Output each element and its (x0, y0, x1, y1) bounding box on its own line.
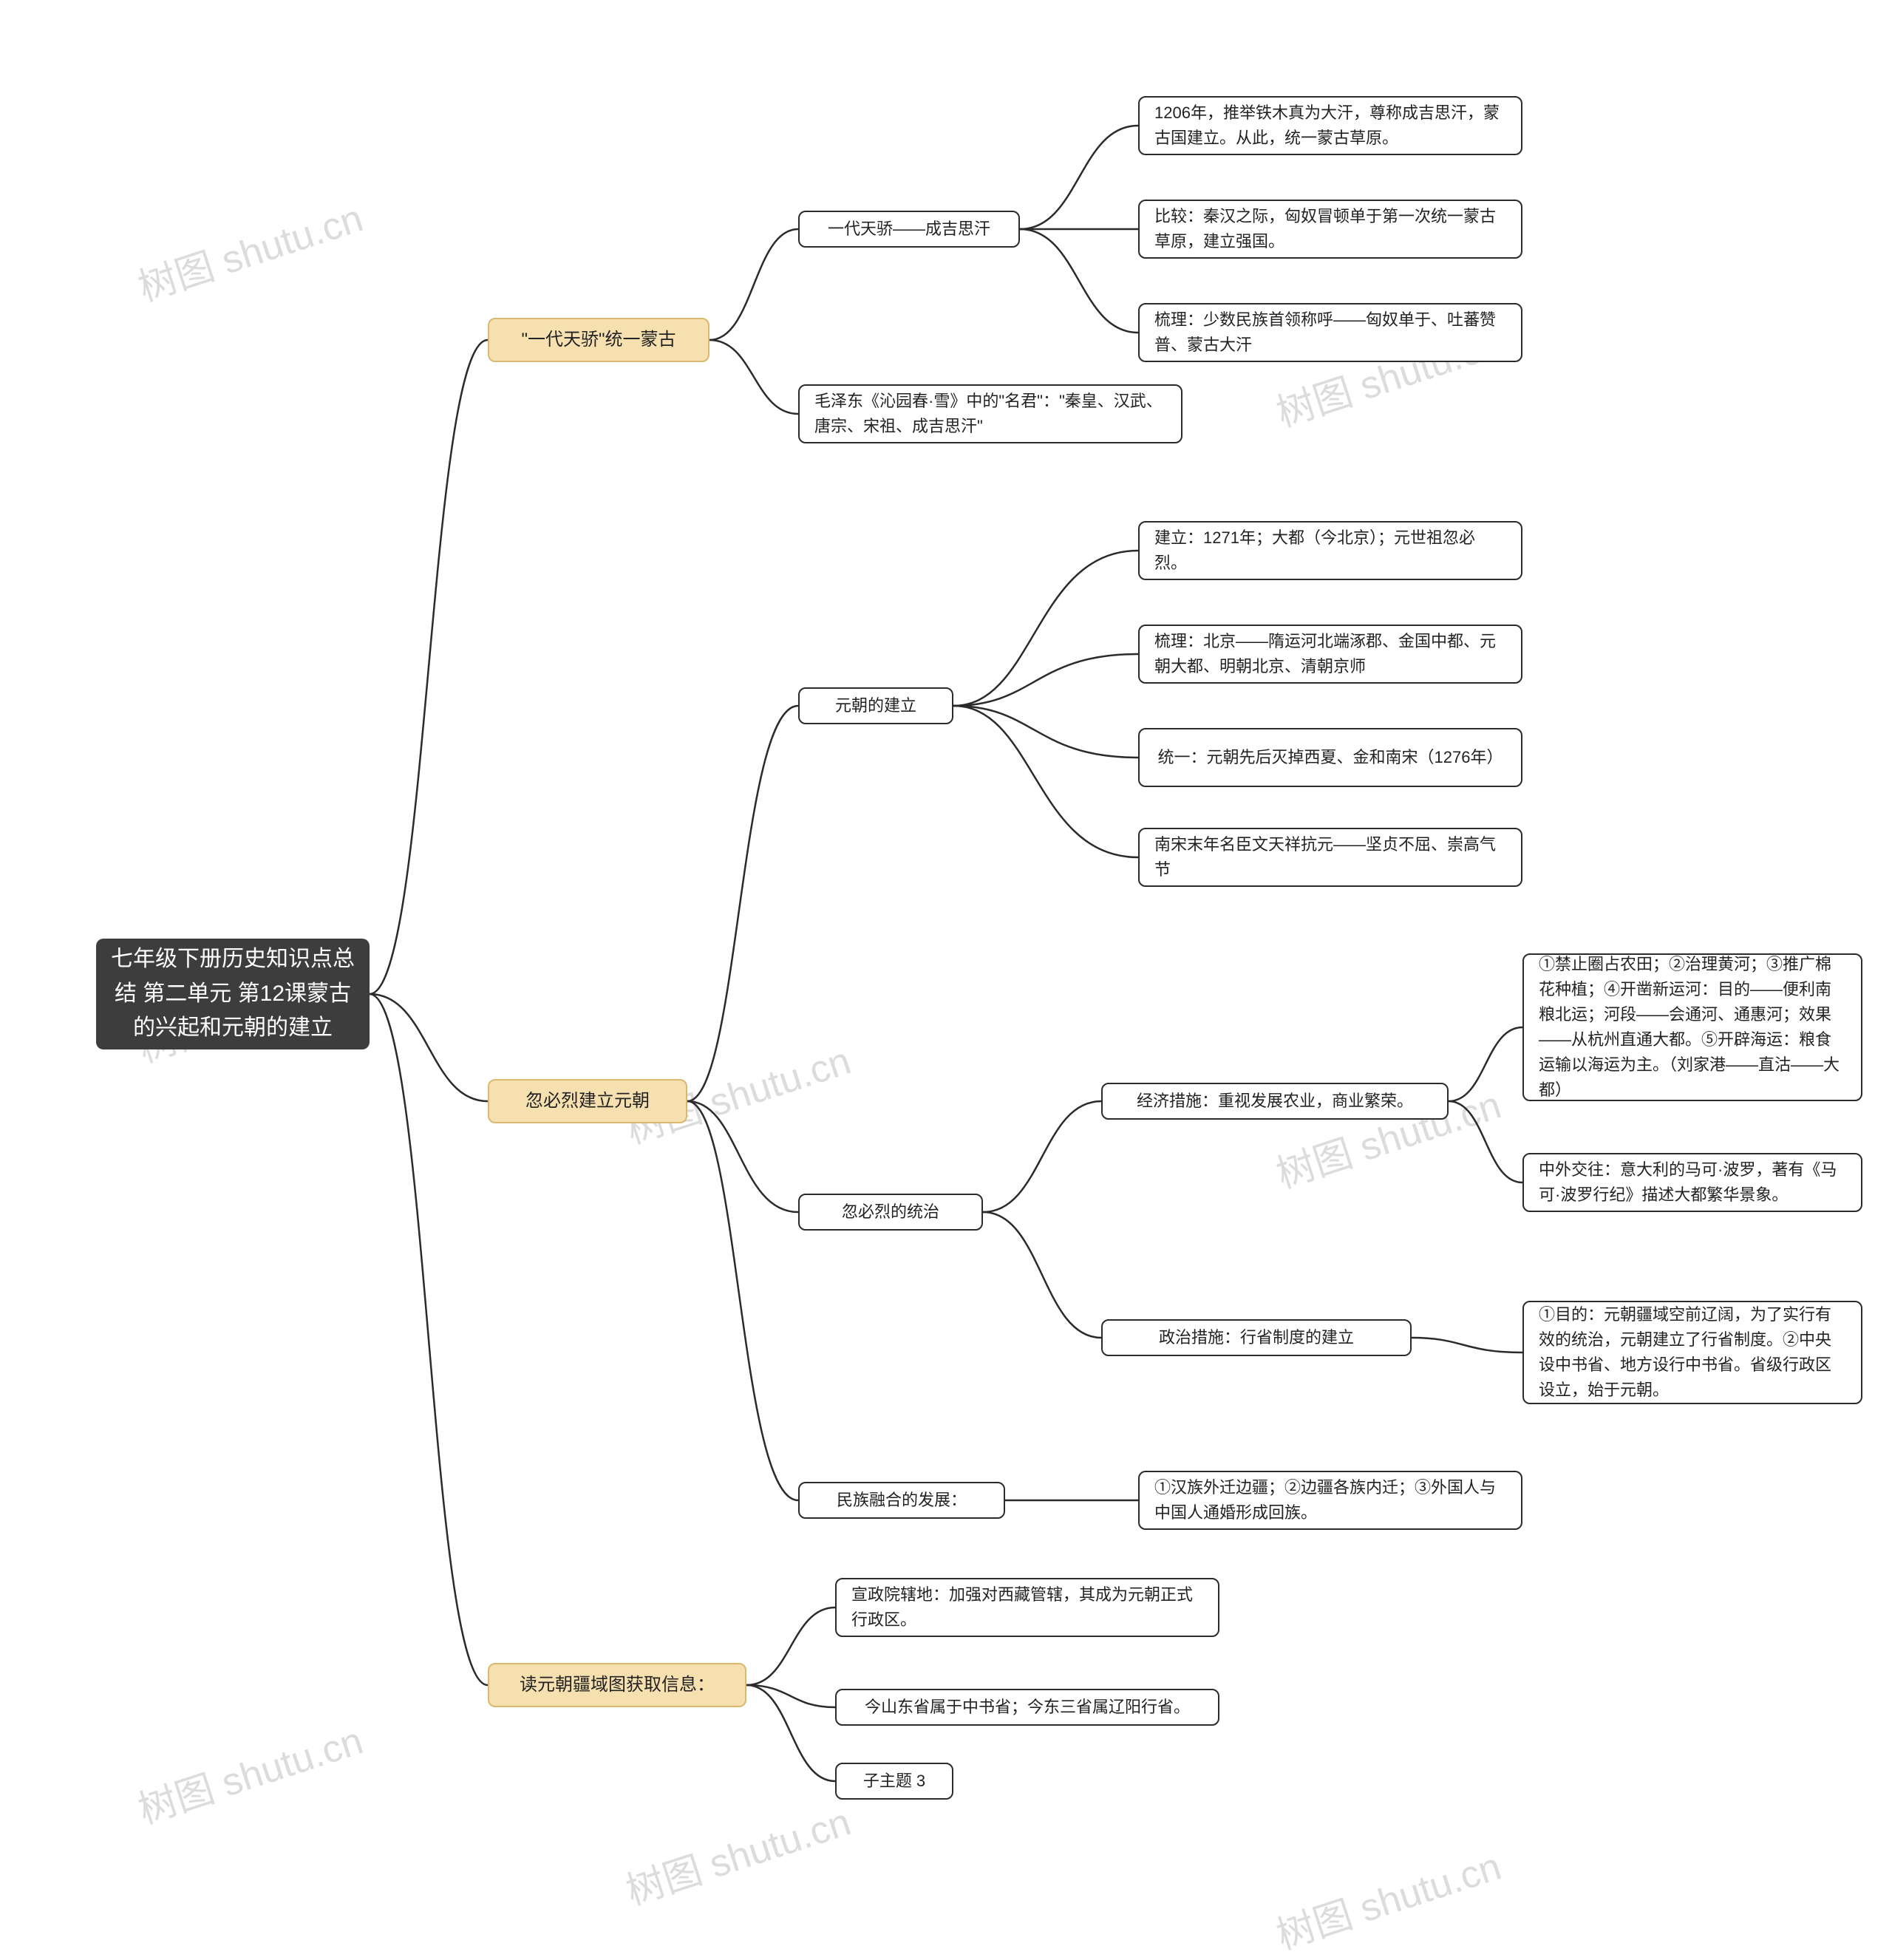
watermark: 树图 shutu.cn (130, 1709, 369, 1834)
section-node: 读元朝疆域图获取信息： (488, 1663, 746, 1707)
leaf-node: ①汉族外迁边疆；②边疆各族内迁；③外国人与中国人通婚形成回族。 (1138, 1471, 1522, 1530)
watermark: 树图 shutu.cn (1268, 1835, 1507, 1960)
branch-node: 元朝的建立 (798, 687, 953, 724)
section-node: "一代天骄"统一蒙古 (488, 318, 710, 362)
leaf-node: 梳理：少数民族首领称呼——匈奴单于、吐蕃赞普、蒙古大汗 (1138, 303, 1522, 362)
watermark: 树图 shutu.cn (618, 1791, 857, 1916)
branch-node: 民族融合的发展： (798, 1482, 1005, 1519)
branch-node: 经济措施：重视发展农业，商业繁荣。 (1101, 1083, 1449, 1120)
leaf-node: 宣政院辖地：加强对西藏管辖，其成为元朝正式行政区。 (835, 1578, 1219, 1637)
branch-node: 忽必烈的统治 (798, 1194, 983, 1231)
leaf-node: ①禁止圈占农田；②治理黄河；③推广棉花种植；④开凿新运河：目的——便利南粮北运；… (1522, 953, 1862, 1101)
leaf-node: 毛泽东《沁园春·雪》中的"名君"："秦皇、汉武、唐宗、宋祖、成吉思汗" (798, 384, 1182, 443)
leaf-node: 统一：元朝先后灭掉西夏、金和南宋（1276年） (1138, 728, 1522, 787)
leaf-node: 今山东省属于中书省；今东三省属辽阳行省。 (835, 1689, 1219, 1726)
leaf-node: 中外交往：意大利的马可·波罗，著有《马可·波罗行纪》描述大都繁华景象。 (1522, 1153, 1862, 1212)
section-node: 忽必烈建立元朝 (488, 1079, 687, 1123)
leaf-node: 1206年，推举铁木真为大汗，尊称成吉思汗，蒙古国建立。从此，统一蒙古草原。 (1138, 96, 1522, 155)
mindmap-canvas: 树图 shutu.cn 树图 shutu.cn 树图 shutu.cn 树图 s… (0, 0, 1892, 1933)
root-node: 七年级下册历史知识点总结 第二单元 第12课蒙古的兴起和元朝的建立 (96, 939, 370, 1049)
branch-node: 一代天骄——成吉思汗 (798, 211, 1020, 248)
leaf-node: 子主题 3 (835, 1763, 953, 1800)
leaf-node: 建立：1271年；大都（今北京）；元世祖忽必烈。 (1138, 521, 1522, 580)
leaf-node: 南宋末年名臣文天祥抗元——坚贞不屈、崇高气节 (1138, 828, 1522, 887)
leaf-node: 比较：秦汉之际，匈奴冒顿单于第一次统一蒙古草原，建立强国。 (1138, 200, 1522, 259)
leaf-node: 梳理：北京——隋运河北端涿郡、金国中都、元朝大都、明朝北京、清朝京师 (1138, 625, 1522, 684)
watermark: 树图 shutu.cn (130, 187, 369, 312)
leaf-node: ①目的：元朝疆域空前辽阔，为了实行有效的统治，元朝建立了行省制度。②中央设中书省… (1522, 1301, 1862, 1404)
branch-node: 政治措施：行省制度的建立 (1101, 1319, 1412, 1356)
